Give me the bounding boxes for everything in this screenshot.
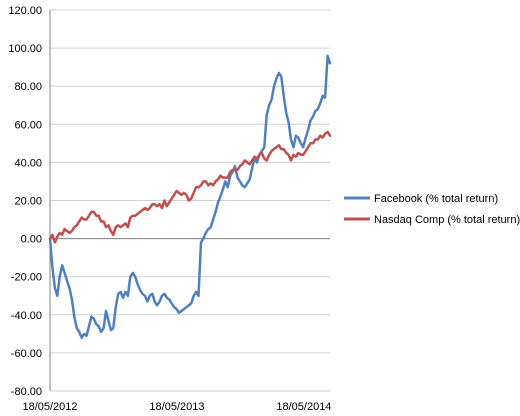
legend: Facebook (% total return) Nasdaq Comp (% … — [344, 193, 520, 226]
x-tick-label: 18/05/2014 — [276, 401, 331, 413]
y-tick-label: 0.00 — [21, 234, 42, 246]
series-line-0 — [48, 54, 332, 339]
y-tick-label: -40.00 — [11, 310, 42, 322]
y-tick-label: 120.00 — [8, 5, 42, 17]
y-tick-label: 20.00 — [14, 196, 42, 208]
legend-entry-label: Facebook (% total return) — [374, 193, 498, 205]
y-axis-tick-labels: -80.00 -60.00 -40.00 -20.00 0.00 20.00 40.00 60… — [8, 5, 42, 398]
y-tick-label: 60.00 — [14, 119, 42, 131]
y-tick-label: -60.00 — [11, 348, 42, 360]
series-lines — [48, 54, 332, 339]
y-tick-label: 40.00 — [14, 157, 42, 169]
y-tick-label: 100.00 — [8, 43, 42, 55]
x-axis-tick-labels: 18/05/2012 18/05/2013 18/05/2014 — [22, 401, 331, 413]
x-tick-label: 18/05/2012 — [22, 401, 77, 413]
legend-entry-label: Nasdaq Comp (% total return) — [374, 214, 520, 226]
x-tick-label: 18/05/2013 — [149, 401, 204, 413]
series-line-1 — [48, 130, 332, 244]
y-tick-label: 80.00 — [14, 81, 42, 93]
y-tick-label: -20.00 — [11, 272, 42, 284]
y-tick-label: -80.00 — [11, 386, 42, 398]
